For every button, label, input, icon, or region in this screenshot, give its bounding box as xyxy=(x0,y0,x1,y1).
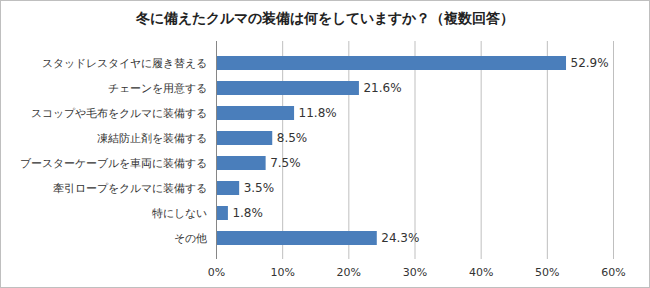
html-text:冬に備えたクルマの装備は何をしていますか？（複数回答）: 冬に備えたクルマの装備は何をしていますか？（複数回答） xyxy=(136,10,514,26)
svg-text:24.3%: 24.3% xyxy=(381,231,419,245)
svg-text:1.8%: 1.8% xyxy=(232,206,263,220)
svg-text:21.6%: 21.6% xyxy=(363,81,401,95)
svg-text:20%: 20% xyxy=(337,266,361,279)
svg-text:30%: 30% xyxy=(403,266,427,279)
svg-text:その他: その他 xyxy=(174,232,207,245)
svg-text:スコップや毛布をクルマに装備する: スコップや毛布をクルマに装備する xyxy=(31,107,207,120)
svg-text:0%: 0% xyxy=(208,266,225,279)
svg-text:ブースターケーブルを車両に装備する: ブースターケーブルを車両に装備する xyxy=(20,157,207,170)
svg-text:50%: 50% xyxy=(535,266,559,279)
svg-text:60%: 60% xyxy=(601,266,625,279)
svg-text:10%: 10% xyxy=(270,266,294,279)
svg-text:7.5%: 7.5% xyxy=(270,156,301,170)
svg-text:40%: 40% xyxy=(469,266,493,279)
svg-text:牽引ロープをクルマに装備する: 牽引ロープをクルマに装備する xyxy=(53,182,207,195)
svg-text:凍結防止剤を装備する: 凍結防止剤を装備する xyxy=(97,132,207,145)
svg-text:チェーンを用意する: チェーンを用意する xyxy=(108,82,207,95)
svg-text:スタッドレスタイヤに履き替える: スタッドレスタイヤに履き替える xyxy=(42,57,207,70)
svg-text:52.9%: 52.9% xyxy=(571,56,609,70)
svg-text:11.8%: 11.8% xyxy=(299,106,337,120)
svg-text:8.5%: 8.5% xyxy=(277,131,308,145)
svg-text:特にしない: 特にしない xyxy=(152,207,207,220)
svg-text:3.5%: 3.5% xyxy=(244,181,274,195)
